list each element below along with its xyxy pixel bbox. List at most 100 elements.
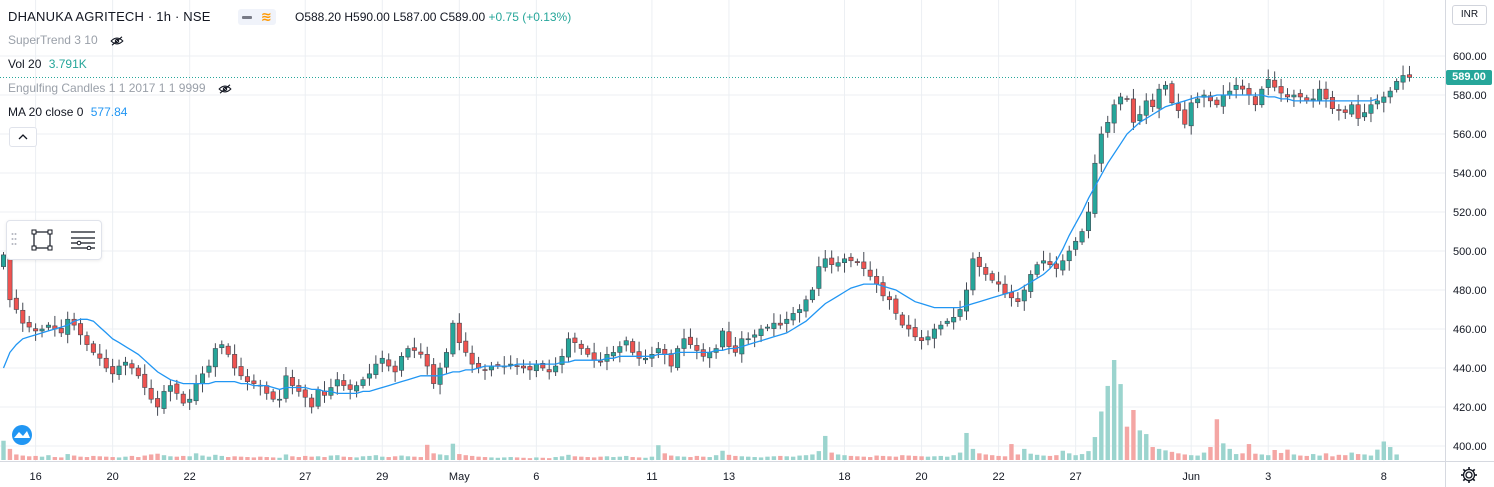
tradingview-logo-icon[interactable] — [6, 425, 38, 445]
candle-body — [174, 383, 180, 394]
volume-bar — [1124, 426, 1130, 460]
volume-bar — [1253, 453, 1258, 460]
volume-bar — [354, 457, 359, 460]
volume-bar — [335, 455, 340, 460]
candle-body — [392, 365, 398, 373]
candle-body — [1085, 211, 1091, 232]
volume-bar — [14, 454, 19, 460]
candle-body — [912, 327, 918, 338]
candle-body — [200, 373, 206, 384]
candle-body — [1400, 75, 1406, 83]
collapse-legend-button[interactable] — [9, 127, 37, 147]
candle-body — [334, 379, 340, 387]
volume-bar — [970, 448, 976, 460]
volume-bar — [656, 445, 661, 460]
volume-bar — [161, 455, 167, 460]
volume-bar — [104, 456, 109, 460]
candle-body — [1246, 88, 1252, 96]
volume-bar — [1, 440, 6, 460]
indicator-ma[interactable]: MA 20 close 0 577.84 — [8, 103, 127, 121]
candle-body — [0, 254, 7, 267]
volume-bar — [900, 455, 905, 460]
time-tick-label: 29 — [376, 471, 388, 483]
volume-bar — [1156, 448, 1162, 460]
symbol-badge[interactable]: ≋ — [238, 9, 276, 25]
candle-body — [771, 322, 777, 329]
volume-bar — [598, 456, 603, 460]
volume-bar — [1278, 452, 1284, 460]
volume-bar — [431, 453, 436, 460]
volume-bar — [790, 456, 796, 460]
volume-bar — [1330, 456, 1335, 460]
volume-bar — [547, 458, 552, 460]
volume-bar — [450, 443, 456, 460]
candle-body — [514, 365, 520, 367]
volume-bar — [739, 456, 744, 460]
lines-tool-icon[interactable] — [71, 230, 95, 250]
candle-body — [251, 380, 257, 384]
time-tick-label: May — [449, 471, 470, 483]
floating-drawing-toolbar[interactable] — [6, 220, 102, 260]
volume-value: 3.791K — [48, 57, 87, 71]
volume-bar — [219, 455, 224, 460]
symbol-title[interactable]: DHANUKA AGRITECH · 1h · NSE — [8, 9, 211, 24]
volume-bar — [206, 456, 212, 460]
volume-bar — [1259, 454, 1265, 460]
indicator-engulfing[interactable]: Engulfing Candles 1 1 2017 1 1 9999 — [8, 79, 233, 97]
volume-bar — [835, 454, 841, 460]
candle-body — [893, 298, 899, 314]
volume-bar — [1086, 451, 1091, 460]
indicator-supertrend[interactable]: SuperTrend 3 10 — [8, 31, 125, 49]
volume-bar — [1028, 453, 1033, 460]
ma-value: 577.84 — [90, 105, 128, 119]
candle-body — [373, 363, 379, 375]
volume-bar — [880, 455, 886, 460]
volume-bar — [495, 457, 501, 460]
wave-icon: ≋ — [260, 9, 272, 24]
candle-body — [1079, 231, 1085, 243]
eye-hidden-icon[interactable] — [109, 36, 125, 46]
candle-body — [366, 373, 372, 379]
candle-body — [1105, 122, 1111, 133]
candle-body — [610, 352, 616, 357]
candle-body — [84, 335, 90, 345]
volume-bar — [996, 455, 1001, 460]
volume-bar — [360, 456, 366, 460]
volume-bar — [1105, 385, 1110, 460]
candle-body — [1259, 88, 1265, 106]
candle-body — [565, 338, 571, 358]
eye-hidden-icon[interactable] — [217, 84, 233, 94]
candle-body — [809, 289, 815, 301]
volume-bar — [508, 457, 513, 460]
candle-body — [546, 369, 552, 373]
volume-bar — [848, 455, 854, 460]
candle-body — [469, 352, 475, 365]
candle-body — [206, 365, 212, 373]
volume-bar — [1176, 453, 1181, 460]
candle-body — [1002, 283, 1008, 295]
candle-body — [431, 364, 437, 384]
volume-bar — [1163, 450, 1168, 460]
candle-body — [694, 345, 700, 351]
currency-label[interactable]: INR — [1452, 5, 1487, 25]
candle-body — [854, 261, 860, 263]
volume-bar — [46, 455, 51, 460]
rectangle-tool-icon[interactable] — [31, 229, 53, 251]
volume-bar — [347, 457, 353, 460]
price-tick-label: 580.00 — [1453, 90, 1487, 102]
indicator-volume[interactable]: Vol 20 3.791K — [8, 55, 87, 73]
volume-bar — [181, 455, 186, 460]
volume-bar — [1336, 454, 1342, 460]
volume-bar — [136, 457, 141, 460]
drag-handle-icon[interactable] — [11, 232, 17, 246]
volume-bar — [444, 455, 449, 460]
candle-body — [642, 357, 648, 361]
candle-body — [925, 336, 931, 341]
time-tick-label: 20 — [107, 471, 119, 483]
gear-icon[interactable] — [1460, 466, 1478, 484]
candle-body — [764, 326, 770, 329]
volume-bar — [989, 455, 995, 460]
volume-bar — [264, 457, 269, 460]
volume-bar — [405, 456, 411, 460]
